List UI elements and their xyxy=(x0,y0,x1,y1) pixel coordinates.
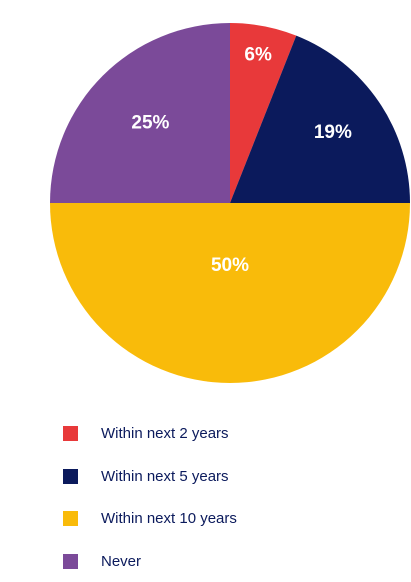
pie-slice xyxy=(50,203,410,383)
data-label: 6% xyxy=(244,45,272,66)
legend-swatch xyxy=(63,426,78,441)
legend-label: Never xyxy=(101,553,141,570)
data-label: 50% xyxy=(211,255,249,276)
pie-slice xyxy=(50,23,230,203)
legend-swatch xyxy=(63,511,78,526)
data-label: 19% xyxy=(314,122,352,143)
data-label: 25% xyxy=(131,112,169,133)
legend-label: Within next 2 years xyxy=(101,425,229,442)
pie-slice xyxy=(230,35,410,204)
pie-slice xyxy=(230,23,297,203)
legend-swatch xyxy=(63,469,78,484)
legend-label: Within next 5 years xyxy=(101,468,229,485)
legend-label: Within next 10 years xyxy=(101,510,237,527)
legend-swatch xyxy=(63,554,78,569)
